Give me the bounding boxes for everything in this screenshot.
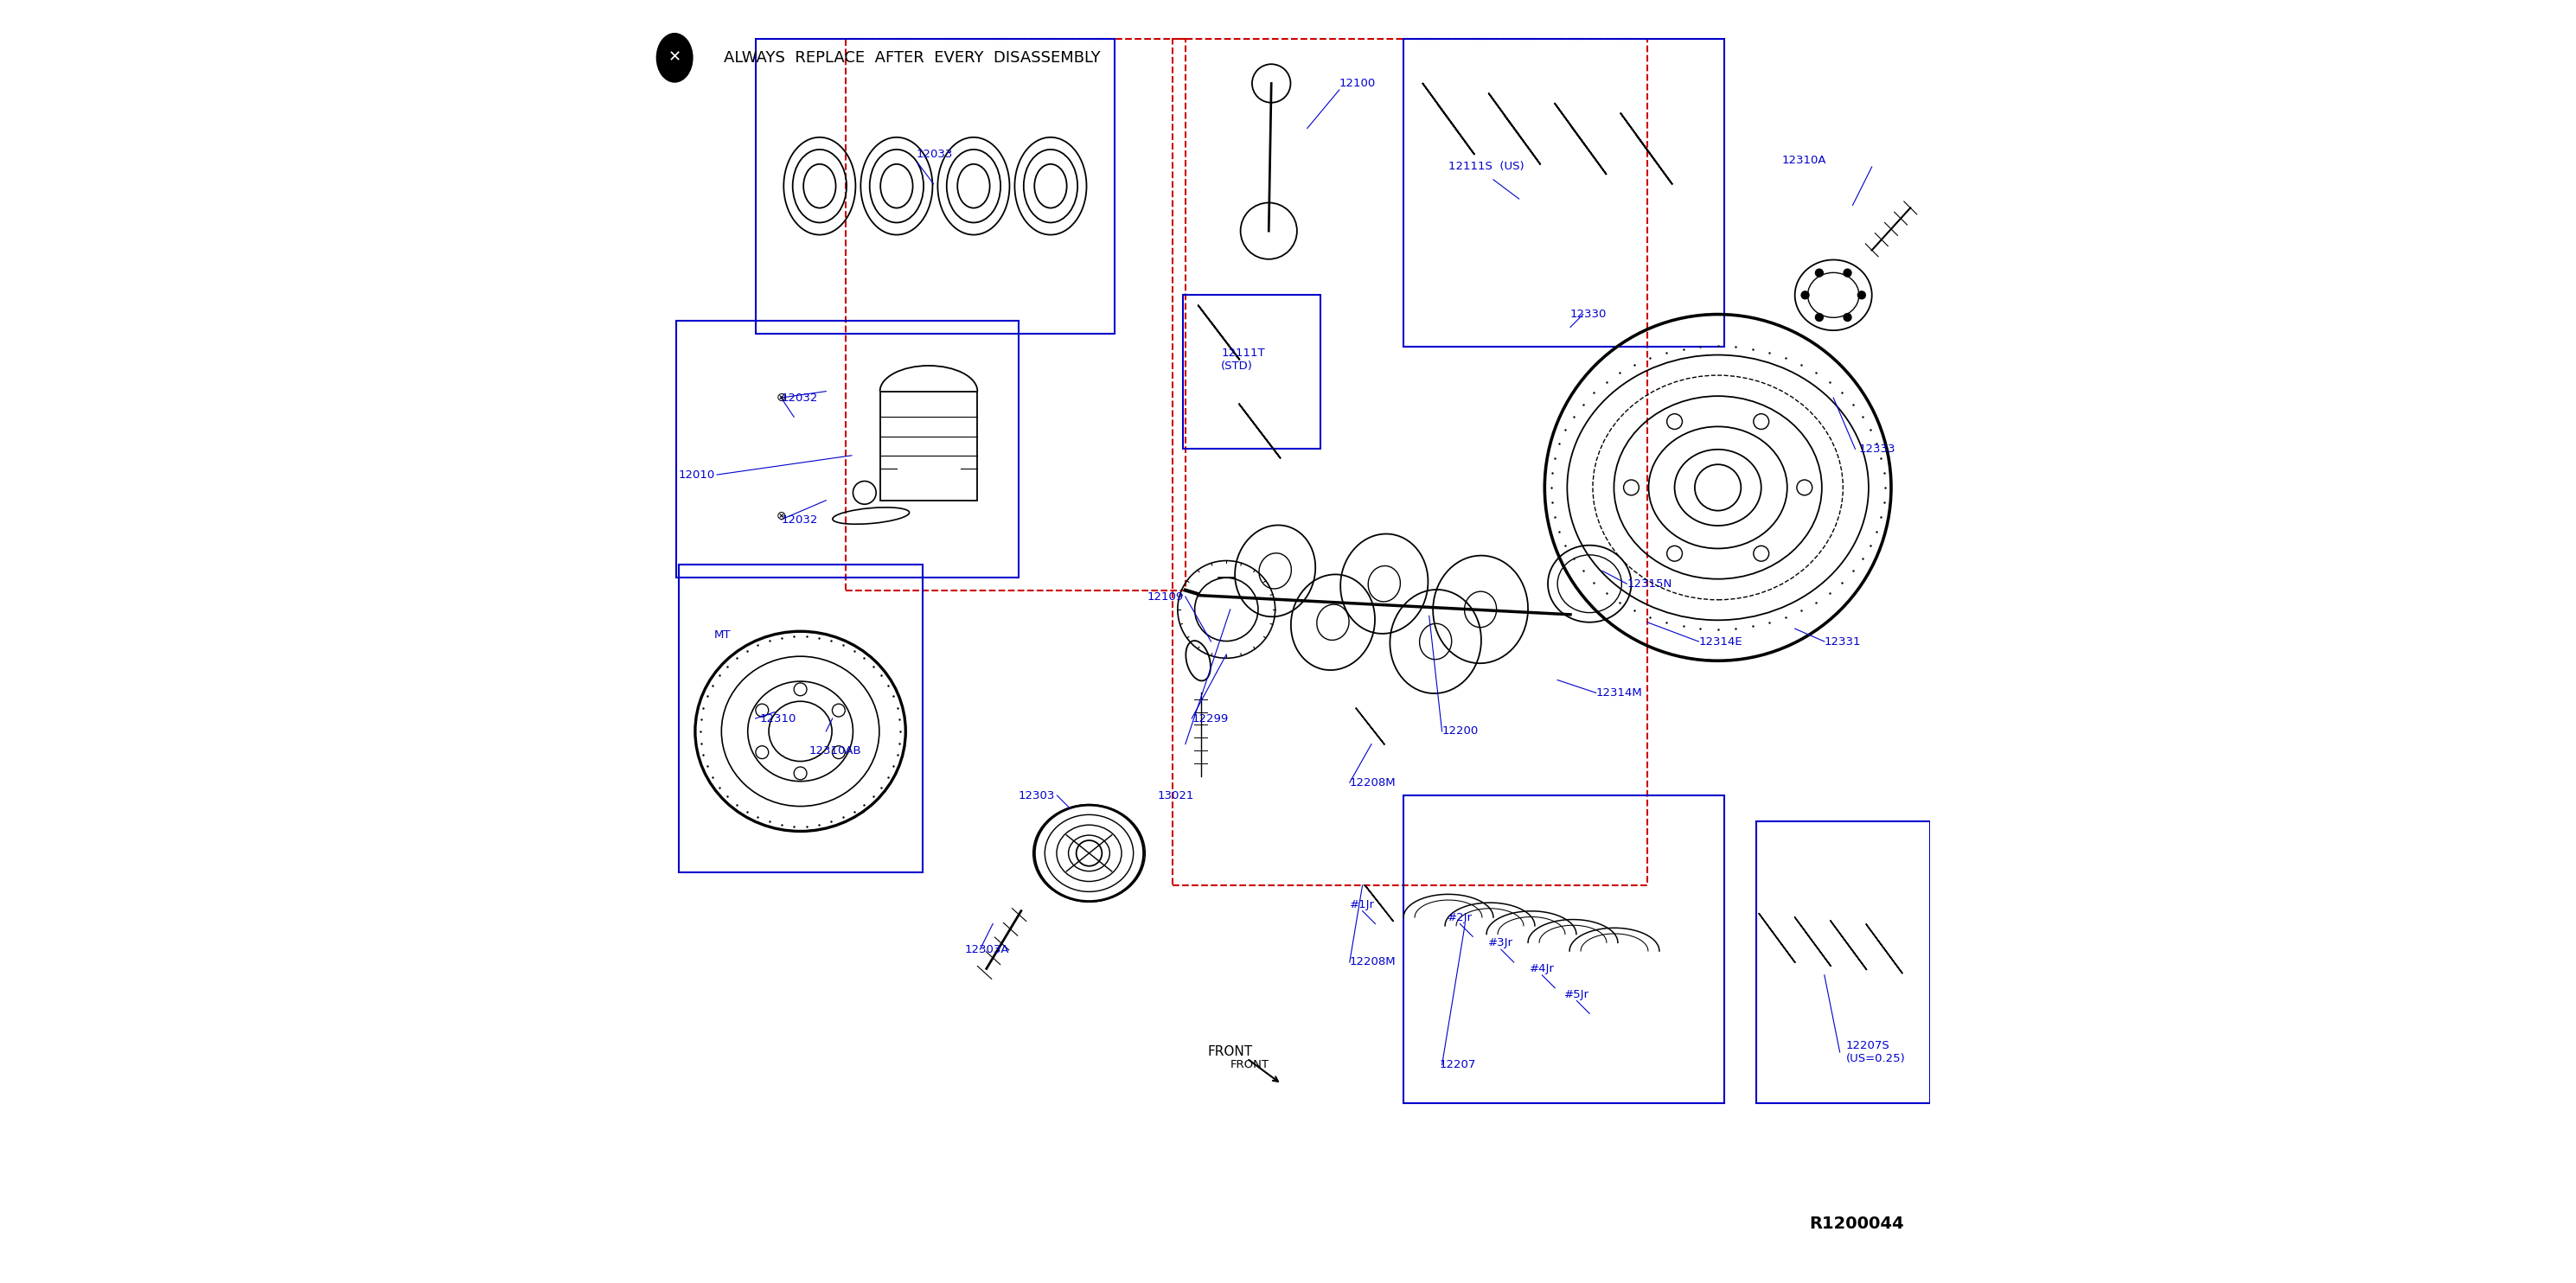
Text: 12315N: 12315N xyxy=(1628,579,1672,589)
Text: 12299: 12299 xyxy=(1193,713,1229,724)
Text: ALWAYS  REPLACE  AFTER  EVERY  DISASSEMBLY: ALWAYS REPLACE AFTER EVERY DISASSEMBLY xyxy=(724,50,1100,65)
Text: 13021: 13021 xyxy=(1157,790,1193,801)
Text: 12111T
(STD): 12111T (STD) xyxy=(1221,348,1265,371)
Ellipse shape xyxy=(657,33,693,82)
Text: #5Jr: #5Jr xyxy=(1564,989,1589,999)
Text: 12310: 12310 xyxy=(760,713,796,724)
Text: FRONT: FRONT xyxy=(1231,1060,1270,1070)
Circle shape xyxy=(1857,291,1865,299)
Bar xyxy=(1757,821,1929,1103)
Bar xyxy=(1404,795,1723,1103)
Text: ⊗: ⊗ xyxy=(775,509,786,522)
Text: 12033: 12033 xyxy=(917,149,953,159)
Text: 12314M: 12314M xyxy=(1597,688,1643,698)
Text: #3Jr: #3Jr xyxy=(1489,938,1512,948)
Bar xyxy=(675,321,1018,577)
Text: #2Jr: #2Jr xyxy=(1448,912,1473,922)
Text: 12207S
(US=0.25): 12207S (US=0.25) xyxy=(1847,1041,1906,1064)
Text: 12314E: 12314E xyxy=(1698,636,1741,647)
Text: 12330: 12330 xyxy=(1571,309,1607,319)
Circle shape xyxy=(1844,269,1852,277)
Text: ⊗: ⊗ xyxy=(775,391,786,404)
Circle shape xyxy=(1801,291,1808,299)
Circle shape xyxy=(1816,269,1824,277)
Text: 12032: 12032 xyxy=(781,393,817,403)
Circle shape xyxy=(1844,313,1852,321)
Text: 12208M: 12208M xyxy=(1350,957,1396,967)
Text: 12310AB: 12310AB xyxy=(809,745,863,756)
Text: #4Jr: #4Jr xyxy=(1530,964,1553,974)
Text: 12207: 12207 xyxy=(1440,1060,1476,1070)
Bar xyxy=(881,391,976,500)
Text: 12331: 12331 xyxy=(1824,636,1860,647)
Text: FRONT: FRONT xyxy=(1208,1046,1252,1058)
Text: R1200044: R1200044 xyxy=(1808,1215,1904,1232)
Text: 12109: 12109 xyxy=(1146,591,1182,602)
Text: 12333: 12333 xyxy=(1860,444,1896,454)
Bar xyxy=(1404,38,1723,346)
Text: 12100: 12100 xyxy=(1340,78,1376,89)
Circle shape xyxy=(1816,313,1824,321)
Text: 12032: 12032 xyxy=(781,514,817,525)
Bar xyxy=(755,38,1115,334)
Text: 12010: 12010 xyxy=(677,470,716,480)
Text: 12310A: 12310A xyxy=(1783,155,1826,166)
Bar xyxy=(677,565,922,872)
Text: MT: MT xyxy=(714,630,732,640)
Text: 12303A: 12303A xyxy=(963,944,1010,955)
Text: 12208M: 12208M xyxy=(1350,777,1396,788)
Text: 12111S  (US): 12111S (US) xyxy=(1448,162,1525,172)
Bar xyxy=(1182,295,1319,449)
Text: 12200: 12200 xyxy=(1443,726,1479,736)
Text: #1Jr: #1Jr xyxy=(1350,899,1376,910)
Text: ✕: ✕ xyxy=(667,50,680,65)
Text: 12303: 12303 xyxy=(1018,790,1056,801)
